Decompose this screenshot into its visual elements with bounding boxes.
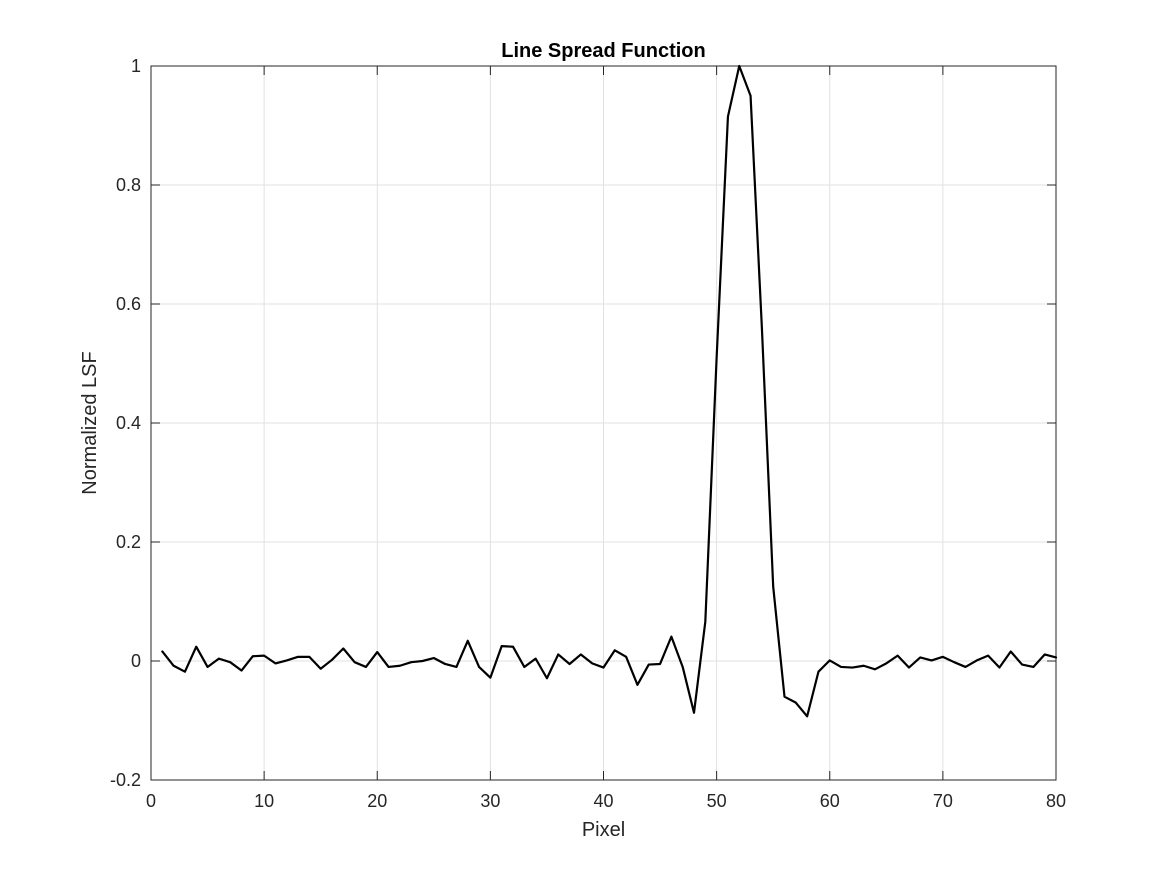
x-tick-label: 70 (933, 791, 953, 811)
y-tick-label: 0.6 (116, 294, 141, 314)
y-tick-label: 0 (131, 651, 141, 671)
y-tick-labels: -0.2 0 0.2 0.4 0.6 0.8 1 (110, 56, 141, 790)
chart-title: Line Spread Function (501, 40, 705, 62)
y-axis-label: Normalized LSF (79, 351, 101, 494)
grid (151, 66, 1056, 780)
series-line (161, 64, 1058, 718)
x-tick-label: 0 (146, 791, 156, 811)
x-axis-label: Pixel (582, 819, 625, 841)
x-tick-label: 20 (367, 791, 387, 811)
y-tick-label: -0.2 (110, 770, 141, 790)
y-tick-label: 0.8 (116, 175, 141, 195)
x-tick-label: 30 (480, 791, 500, 811)
x-tick-label: 50 (707, 791, 727, 811)
y-tick-label: 0.2 (116, 532, 141, 552)
x-tick-label: 80 (1046, 791, 1066, 811)
axis-ticks (150, 65, 1057, 781)
series-layer (161, 64, 1058, 718)
x-tick-label: 60 (820, 791, 840, 811)
y-tick-label: 0.4 (116, 413, 141, 433)
x-tick-labels: 0 10 20 30 40 50 60 70 80 (146, 791, 1066, 811)
x-tick-label: 10 (254, 791, 274, 811)
y-tick-label: 1 (131, 56, 141, 76)
x-tick-label: 40 (593, 791, 613, 811)
